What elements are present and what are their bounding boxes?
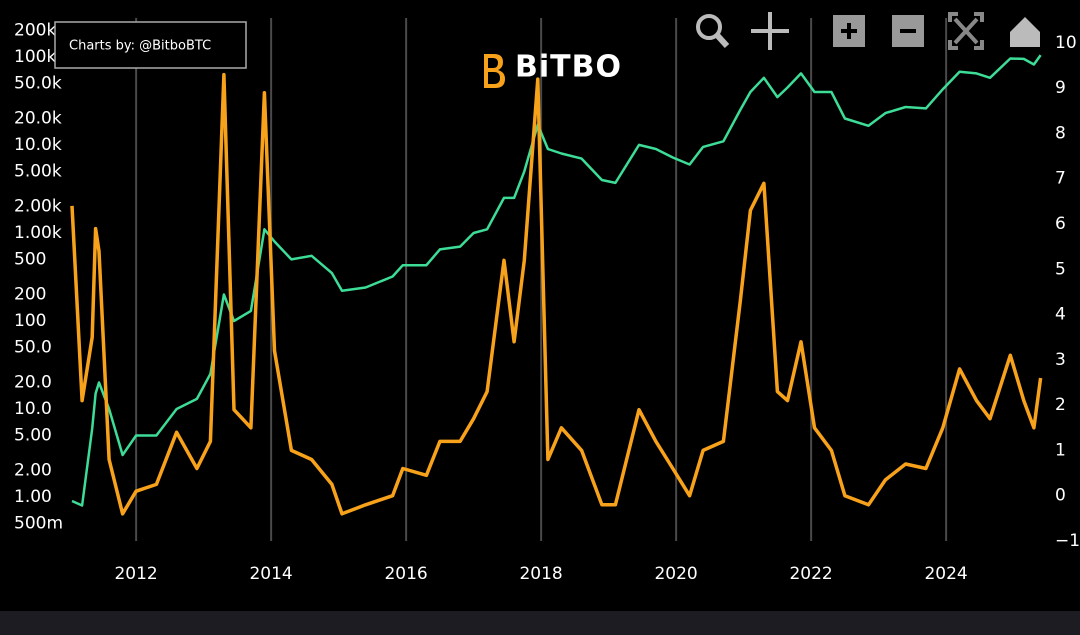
reset-button[interactable] — [1010, 17, 1040, 47]
y-tick-label: 500m — [14, 513, 63, 533]
y2-tick-label: 1 — [1055, 440, 1066, 460]
pan-button[interactable] — [751, 12, 789, 50]
y2-tick-label: 4 — [1055, 305, 1066, 325]
footer-bar — [0, 611, 1080, 635]
y2-tick-label: 8 — [1055, 123, 1066, 143]
zoom-in-button[interactable] — [833, 15, 865, 47]
credit: Charts by: @BitboBTC — [69, 39, 211, 54]
y-tick-label: 100 — [14, 311, 46, 331]
y2-tick-label: 10 — [1055, 33, 1077, 53]
watermark: BiTBO — [484, 50, 622, 88]
logo-icon — [484, 54, 505, 88]
y-tick-label: 1.00k — [14, 223, 62, 243]
y-tick-label: 200k — [14, 20, 56, 40]
y-tick-label: 20.0 — [14, 372, 52, 392]
x-tick-label: 2016 — [384, 564, 427, 584]
x-tick-label: 2020 — [654, 564, 697, 584]
grid — [135, 18, 948, 541]
y2-tick-label: 9 — [1055, 78, 1066, 98]
y2-tick-label: 0 — [1055, 486, 1066, 506]
x-tick-label: 2022 — [789, 564, 832, 584]
y2-tick-label: 2 — [1055, 395, 1066, 415]
y2-tick-label: −1 — [1055, 531, 1080, 551]
y2-tick-label: 3 — [1055, 350, 1066, 370]
x-tick-label: 2024 — [924, 564, 967, 584]
y2-tick-label: 5 — [1055, 259, 1066, 279]
logo-text: BiTBO — [515, 50, 622, 85]
y-tick-label: 20.0k — [14, 108, 62, 128]
y-tick-label: 10.0 — [14, 399, 52, 419]
zoom-handle — [714, 32, 730, 49]
y-tick-label: 5.00k — [14, 161, 62, 181]
x-tick-label: 2014 — [249, 564, 292, 584]
toolbar[interactable] — [696, 12, 1040, 50]
plot-area — [70, 54, 1043, 516]
axes: 2012 2014 2016 2018 2020 2022 2024500m1.002.00… — [14, 20, 1080, 584]
y-tick-label: 50.0k — [14, 73, 62, 93]
x-tick-label: 2018 — [519, 564, 562, 584]
zoom-out-button[interactable] — [892, 15, 924, 47]
zoom-button[interactable] — [696, 14, 722, 40]
y2-tick-label: 6 — [1055, 214, 1066, 234]
y-tick-label: 5.00 — [14, 425, 52, 445]
autoscale-button[interactable] — [948, 12, 984, 50]
y-tick-label: 500 — [14, 249, 46, 269]
y-tick-label: 2.00k — [14, 196, 62, 216]
series-line — [70, 72, 1043, 516]
y-tick-label: 1.00 — [14, 487, 52, 507]
credit-box — [54, 21, 247, 69]
y-tick-label: 100k — [14, 47, 56, 67]
y-tick-label: 10.0k — [14, 135, 62, 155]
x-tick-label: 2012 — [114, 564, 157, 584]
y2-tick-label: 7 — [1055, 169, 1066, 189]
y-tick-label: 50.0 — [14, 337, 52, 357]
y-tick-label: 200 — [14, 284, 46, 304]
y-tick-label: 2.00 — [14, 460, 52, 480]
